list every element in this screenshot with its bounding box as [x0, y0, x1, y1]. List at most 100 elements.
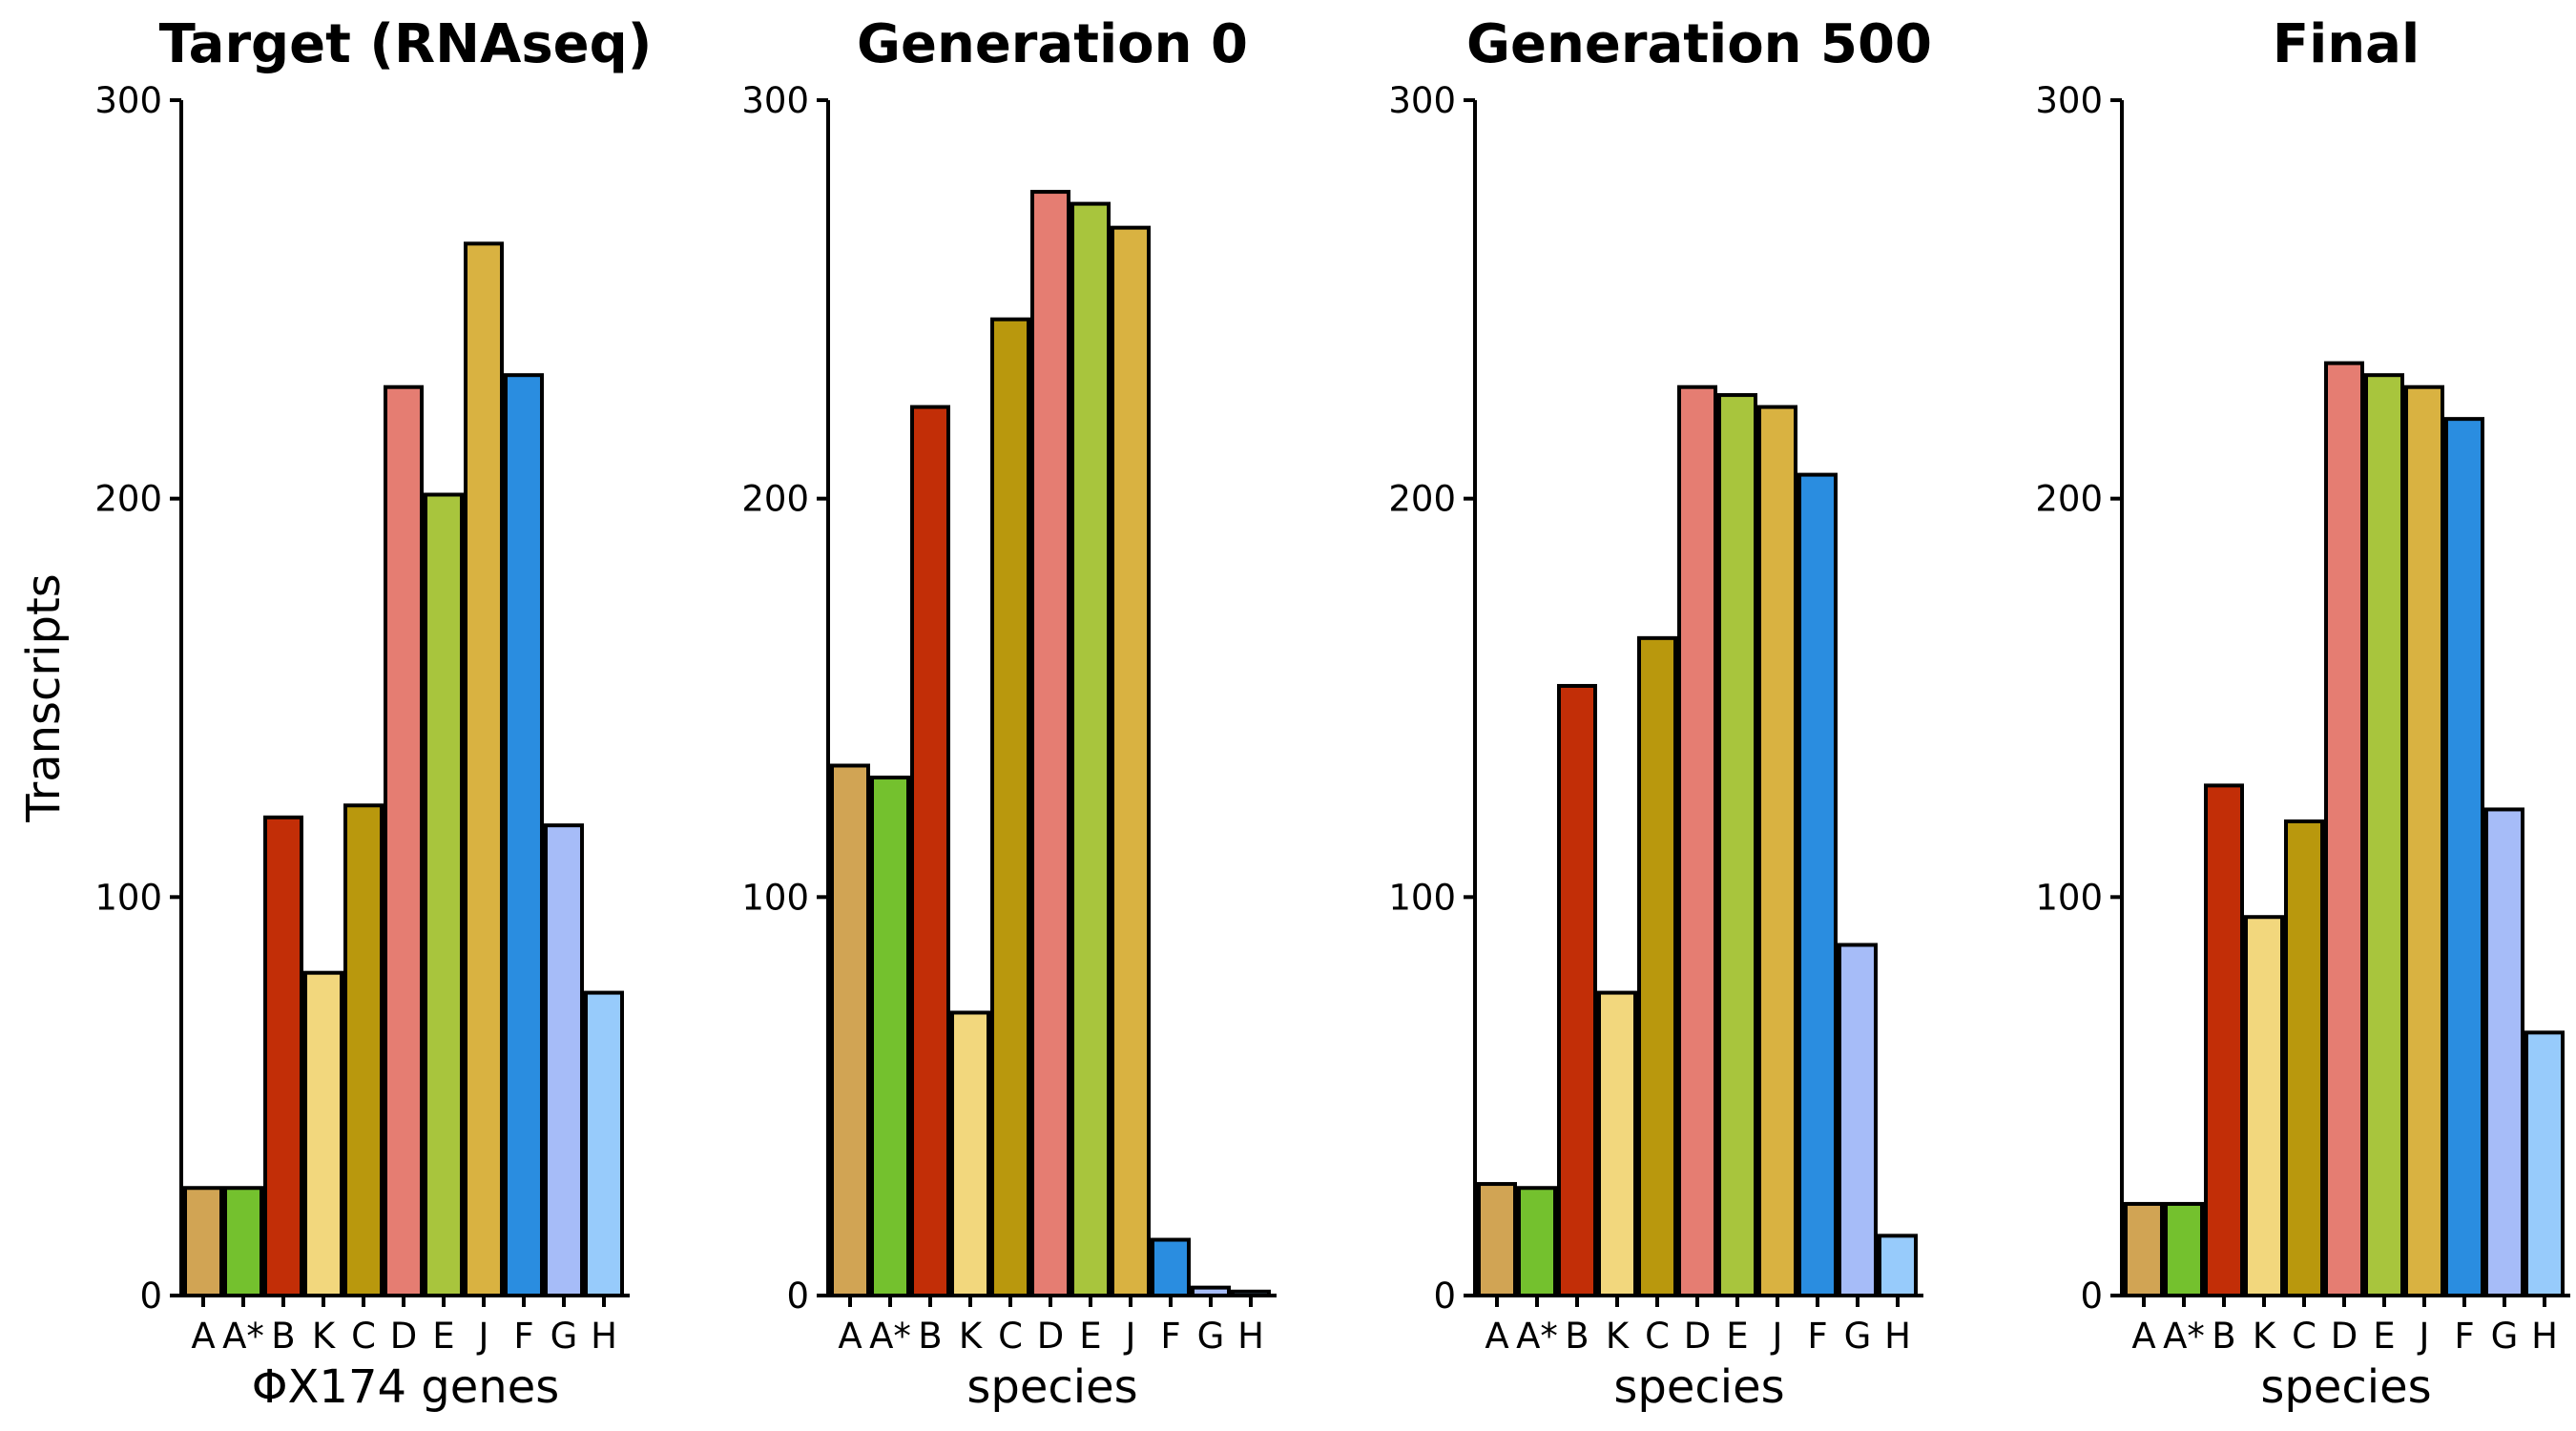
panel-title: Generation 500	[1466, 13, 1932, 75]
bar-H-panel-4	[2524, 1030, 2565, 1297]
y-tick-label: 300	[1388, 80, 1456, 121]
x-tick-label: F	[1160, 1316, 1180, 1357]
bar-B-panel-4	[2204, 783, 2244, 1297]
bar-A-panel-2	[830, 763, 870, 1297]
x-tick-label: C	[998, 1316, 1023, 1357]
x-tick-label: D	[1684, 1316, 1712, 1357]
bar-G-panel-1	[544, 823, 584, 1297]
x-tick-label: G	[2491, 1316, 2519, 1357]
y-tick-label: 200	[94, 479, 162, 520]
x-axis-title: ΦX174 genes	[252, 1360, 560, 1414]
bar-C-panel-2	[990, 317, 1030, 1297]
x-tick-label: J	[477, 1316, 489, 1357]
bar-F-panel-4	[2444, 417, 2484, 1297]
panel-title: Final	[2273, 13, 2420, 75]
bar-C-panel-3	[1637, 635, 1677, 1297]
bar-A-panel-4	[2124, 1201, 2164, 1297]
x-tick-label: A*	[222, 1316, 264, 1357]
x-tick-label: F	[513, 1316, 533, 1357]
x-tick-label: C	[351, 1316, 376, 1357]
x-tick-label: J	[1124, 1316, 1136, 1357]
bar-B-panel-2	[910, 404, 950, 1297]
bar-A-star-panel-4	[2164, 1201, 2204, 1297]
x-tick-label: B	[1565, 1316, 1589, 1357]
x-tick-label: E	[432, 1316, 454, 1357]
y-tick-label: 0	[139, 1275, 162, 1317]
x-tick-label: D	[1037, 1316, 1065, 1357]
bar-J-panel-1	[464, 241, 504, 1298]
y-tick-label: 0	[2080, 1275, 2103, 1317]
y-tick-label: 300	[94, 80, 162, 121]
x-tick-label: C	[2292, 1316, 2316, 1357]
bar-E-panel-3	[1717, 393, 1757, 1298]
y-axis-title: Transcripts	[17, 573, 71, 823]
bar-F-panel-1	[504, 373, 544, 1297]
x-tick-label: D	[390, 1316, 418, 1357]
bar-G-panel-4	[2484, 807, 2524, 1297]
panel-title: Generation 0	[857, 13, 1248, 75]
bar-D-panel-3	[1677, 384, 1717, 1298]
y-tick-label: 300	[741, 80, 809, 121]
x-tick-label: C	[1645, 1316, 1670, 1357]
x-tick-label: E	[1726, 1316, 1748, 1357]
x-tick-label: A	[1485, 1316, 1508, 1357]
x-tick-label: G	[1197, 1316, 1225, 1357]
x-tick-label: K	[312, 1316, 337, 1357]
bar-K-panel-4	[2244, 915, 2284, 1297]
y-tick-label: 100	[1388, 877, 1456, 918]
y-tick-label: 0	[786, 1275, 809, 1317]
bar-C-panel-4	[2284, 819, 2324, 1298]
x-tick-label: A	[191, 1316, 215, 1357]
bar-J-panel-4	[2404, 384, 2444, 1298]
chart-panel-2: A A* B K C D E J F G H 0 100 200 300 Generation 0 specie…	[741, 13, 1277, 1414]
bar-F-panel-3	[1797, 472, 1838, 1297]
bar-F-panel-2	[1151, 1237, 1191, 1297]
x-tick-label: A*	[869, 1316, 911, 1357]
bar-C-panel-1	[343, 803, 384, 1297]
x-tick-label: J	[1771, 1316, 1783, 1357]
bar-J-panel-2	[1111, 225, 1151, 1298]
x-tick-label: A	[838, 1316, 862, 1357]
bar-H-panel-3	[1878, 1234, 1918, 1297]
x-tick-label: F	[1807, 1316, 1827, 1357]
bar-D-panel-1	[384, 384, 424, 1298]
bar-E-panel-4	[2364, 373, 2404, 1297]
x-tick-label: E	[2373, 1316, 2395, 1357]
bar-A-star-panel-1	[223, 1186, 263, 1297]
x-tick-label: B	[2212, 1316, 2235, 1357]
bar-E-panel-1	[424, 492, 464, 1297]
y-tick-label: 300	[2035, 80, 2103, 121]
x-tick-label: D	[2331, 1316, 2358, 1357]
bar-E-panel-2	[1070, 201, 1111, 1297]
x-axis-title: species	[2260, 1360, 2431, 1414]
x-tick-label: J	[2418, 1316, 2430, 1357]
x-tick-label: H	[2531, 1316, 2558, 1357]
bar-A-panel-3	[1477, 1182, 1517, 1298]
x-tick-label: H	[1884, 1316, 1911, 1357]
bar-A-panel-1	[183, 1186, 223, 1297]
y-tick-label: 0	[1433, 1275, 1456, 1317]
bar-B-panel-1	[263, 815, 303, 1297]
x-axis-title: species	[966, 1360, 1137, 1414]
chart-panel-1: A A* B K C D E J F G H 0 100 200 300 Target (RNAseq) ΦX1…	[17, 13, 652, 1414]
y-tick-label: 200	[1388, 479, 1456, 520]
y-tick-label: 100	[2035, 877, 2103, 918]
y-tick-label: 100	[94, 877, 162, 918]
bar-D-panel-4	[2324, 361, 2364, 1298]
bar-K-panel-1	[303, 970, 343, 1297]
x-tick-label: A*	[1516, 1316, 1558, 1357]
bar-D-panel-2	[1030, 190, 1070, 1297]
x-axis-title: species	[1613, 1360, 1784, 1414]
x-tick-label: F	[2454, 1316, 2474, 1357]
bar-J-panel-3	[1757, 404, 1797, 1297]
chart-panel-4: A A* B K C D E J F G H 0 100 200 300 Final species	[2035, 13, 2570, 1414]
x-tick-label: K	[1606, 1316, 1631, 1357]
y-tick-label: 100	[741, 877, 809, 918]
panel-title: Target (RNAseq)	[159, 13, 653, 75]
y-tick-label: 200	[741, 479, 809, 520]
x-tick-label: G	[1844, 1316, 1872, 1357]
x-tick-label: H	[591, 1316, 617, 1357]
bar-A-star-panel-2	[870, 776, 910, 1297]
x-tick-label: K	[959, 1316, 984, 1357]
